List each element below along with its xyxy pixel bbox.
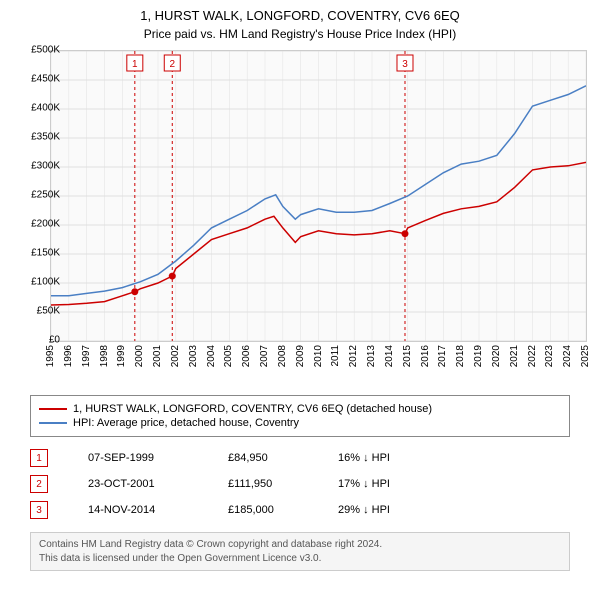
legend-row: HPI: Average price, detached house, Cove… [39,416,561,430]
x-tick-label: 2014 [384,345,395,367]
x-tick-label: 1996 [63,345,74,367]
x-tick-label: 2012 [348,345,359,367]
marker-price: £185,000 [228,504,338,516]
chart-subtitle: Price paid vs. HM Land Registry's House … [0,23,600,47]
x-tick-label: 2007 [259,345,270,367]
x-tick-label: 2000 [134,345,145,367]
x-tick-label: 2015 [402,345,413,367]
marker-number: 2 [36,479,42,490]
marker-delta: 16% ↓ HPI [338,452,458,464]
x-tick-label: 2017 [437,345,448,367]
svg-text:1: 1 [132,59,138,70]
y-tick-label: £350K [31,132,60,143]
markers-table: 1 07-SEP-1999 £84,950 16% ↓ HPI 2 23-OCT… [30,445,458,523]
x-tick-label: 2022 [527,345,538,367]
y-tick-label: £200K [31,219,60,230]
marker-badge: 2 [30,475,48,493]
marker-number: 3 [36,505,42,516]
legend-label: HPI: Average price, detached house, Cove… [73,417,299,429]
marker-delta: 29% ↓ HPI [338,504,458,516]
legend-swatch [39,408,67,410]
x-tick-label: 2011 [330,345,341,367]
marker-badge: 1 [30,449,48,467]
legend-row: 1, HURST WALK, LONGFORD, COVENTRY, CV6 6… [39,402,561,416]
marker-number: 1 [36,453,42,464]
x-tick-label: 2010 [313,345,324,367]
chart-title: 1, HURST WALK, LONGFORD, COVENTRY, CV6 6… [0,0,600,23]
x-tick-label: 2013 [366,345,377,367]
x-tick-label: 2002 [170,345,181,367]
x-tick-label: 2009 [295,345,306,367]
marker-date: 07-SEP-1999 [88,452,228,464]
x-tick-label: 2025 [580,345,591,367]
x-tick-label: 2018 [455,345,466,367]
x-tick-label: 1995 [45,345,56,367]
legend: 1, HURST WALK, LONGFORD, COVENTRY, CV6 6… [30,395,570,437]
svg-text:3: 3 [402,59,408,70]
y-tick-label: £50K [37,306,60,317]
legend-label: 1, HURST WALK, LONGFORD, COVENTRY, CV6 6… [73,403,432,415]
y-tick-label: £250K [31,190,60,201]
marker-price: £111,950 [228,478,338,490]
marker-badge: 3 [30,501,48,519]
x-tick-label: 2021 [509,345,520,367]
y-tick-label: £150K [31,248,60,259]
x-tick-label: 2019 [473,345,484,367]
x-tick-label: 2003 [188,345,199,367]
x-tick-label: 2020 [491,345,502,367]
x-tick-label: 2004 [206,345,217,367]
figure: 1, HURST WALK, LONGFORD, COVENTRY, CV6 6… [0,0,600,590]
x-tick-label: 2001 [152,345,163,367]
x-tick-label: 2024 [562,345,573,367]
marker-price: £84,950 [228,452,338,464]
y-tick-label: £100K [31,277,60,288]
plot-area: 1 2 3 [50,50,587,342]
x-tick-label: 1997 [81,345,92,367]
marker-row: 2 23-OCT-2001 £111,950 17% ↓ HPI [30,471,458,497]
y-tick-label: £300K [31,161,60,172]
x-tick-label: 2006 [241,345,252,367]
x-tick-label: 1998 [99,345,110,367]
plot-svg: 1 2 3 [51,51,586,341]
marker-delta: 17% ↓ HPI [338,478,458,490]
marker-row: 1 07-SEP-1999 £84,950 16% ↓ HPI [30,445,458,471]
y-tick-label: £0 [49,335,60,346]
x-tick-label: 2016 [420,345,431,367]
marker-date: 23-OCT-2001 [88,478,228,490]
legend-swatch [39,422,67,424]
attribution-footer: Contains HM Land Registry data © Crown c… [30,532,570,571]
footer-line: Contains HM Land Registry data © Crown c… [39,538,561,552]
y-tick-label: £500K [31,45,60,56]
x-tick-label: 1999 [116,345,127,367]
marker-date: 14-NOV-2014 [88,504,228,516]
y-tick-label: £400K [31,103,60,114]
x-tick-label: 2005 [223,345,234,367]
y-tick-label: £450K [31,74,60,85]
svg-text:2: 2 [169,59,175,70]
footer-line: This data is licensed under the Open Gov… [39,552,561,566]
x-tick-label: 2008 [277,345,288,367]
marker-row: 3 14-NOV-2014 £185,000 29% ↓ HPI [30,497,458,523]
x-tick-label: 2023 [544,345,555,367]
